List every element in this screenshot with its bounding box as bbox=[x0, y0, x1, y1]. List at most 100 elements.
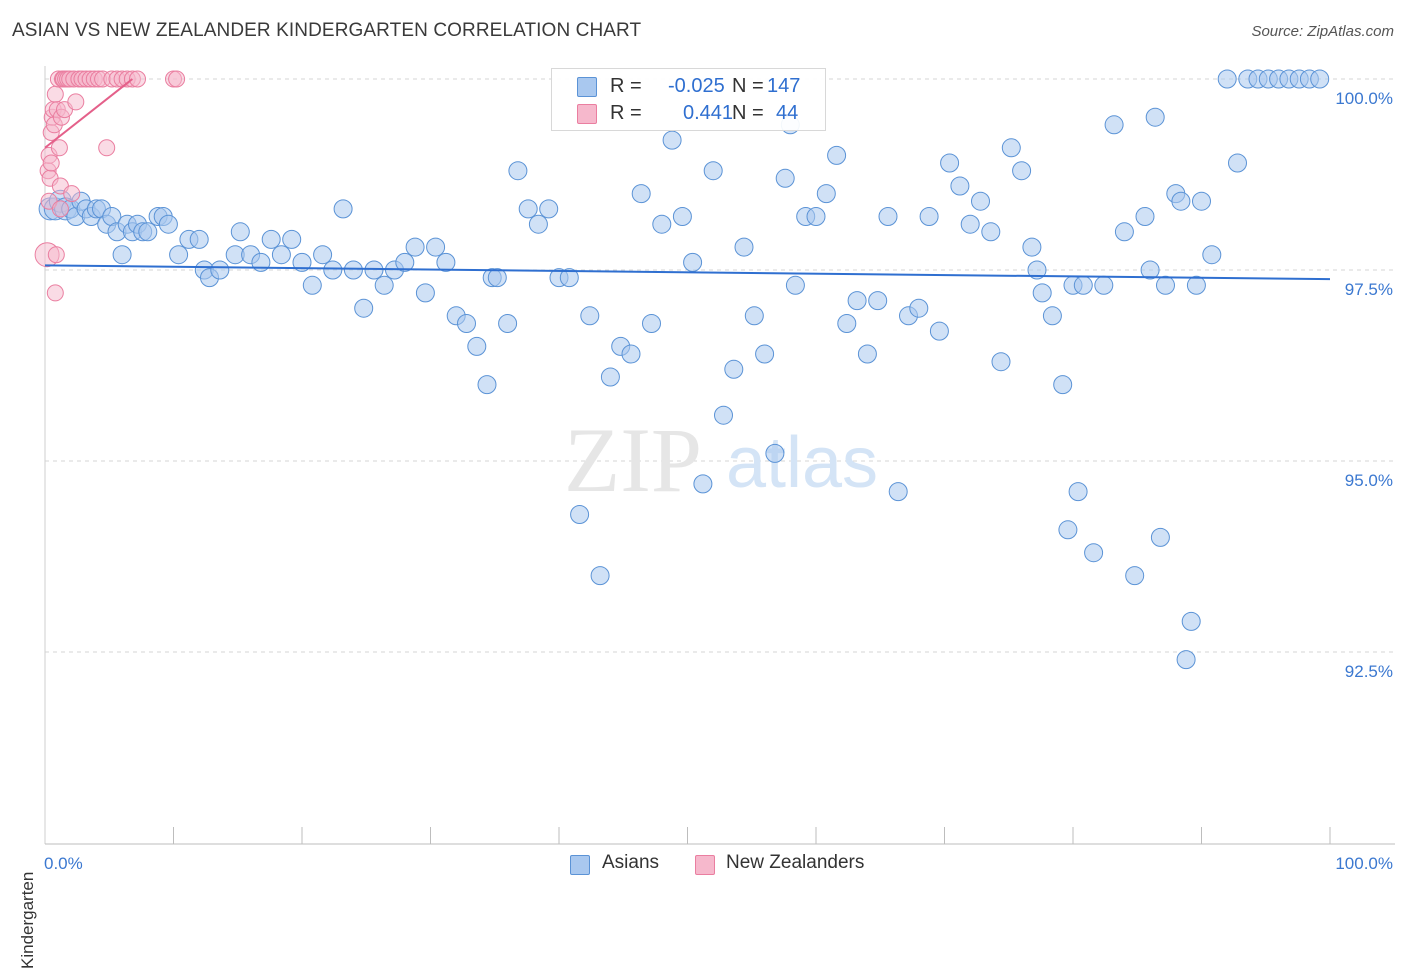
asian-point bbox=[909, 298, 929, 318]
tick-labels: 92.5% 95.0% 97.5% 100.0% 0.0% 100.0% bbox=[44, 89, 1393, 873]
asian-point bbox=[1012, 161, 1032, 181]
nz-point bbox=[168, 70, 186, 88]
asian-point bbox=[1084, 543, 1104, 563]
asian-point bbox=[1150, 527, 1170, 547]
asian-point bbox=[1310, 69, 1330, 89]
nz-point bbox=[67, 93, 85, 111]
asian-point bbox=[724, 359, 744, 379]
asian-point bbox=[354, 298, 374, 318]
asian-point bbox=[950, 176, 970, 196]
asian-point bbox=[785, 275, 805, 295]
asian-point bbox=[169, 245, 189, 265]
asian-point bbox=[189, 229, 209, 249]
asian-point bbox=[693, 474, 713, 494]
asian-point bbox=[888, 482, 908, 502]
asian-point bbox=[518, 199, 538, 219]
asian-point bbox=[1053, 375, 1073, 395]
asian-point bbox=[847, 291, 867, 311]
asian-point bbox=[919, 207, 939, 226]
y-tick-label: 100.0% bbox=[1335, 89, 1393, 108]
asian-point bbox=[621, 344, 641, 364]
legend-r-value-asians: -0.025 bbox=[668, 75, 725, 97]
asian-point bbox=[940, 153, 960, 173]
asian-point bbox=[313, 245, 333, 265]
asian-point bbox=[1027, 260, 1047, 280]
asian-point bbox=[878, 207, 898, 226]
asian-point bbox=[683, 252, 703, 272]
bottom-label-asians: Asians bbox=[602, 852, 660, 873]
asian-point bbox=[1192, 191, 1211, 211]
asian-point bbox=[642, 314, 661, 333]
asian-point bbox=[282, 229, 302, 249]
asian-point bbox=[1073, 275, 1093, 295]
legend-r-label: R = bbox=[610, 102, 642, 124]
watermark: ZIP atlas bbox=[564, 409, 878, 511]
asian-point bbox=[1217, 69, 1237, 89]
asian-point bbox=[333, 199, 353, 219]
asian-point bbox=[1104, 115, 1124, 135]
asian-point bbox=[374, 275, 394, 295]
asian-point bbox=[1068, 482, 1088, 502]
asian-point bbox=[714, 405, 733, 425]
bottom-swatch-asians bbox=[570, 855, 590, 875]
asian-point bbox=[138, 222, 158, 242]
nz-trend-line bbox=[44, 78, 133, 149]
asian-point bbox=[158, 214, 178, 234]
asian-point bbox=[991, 352, 1011, 372]
asian-point bbox=[1032, 283, 1052, 303]
asian-point bbox=[457, 314, 476, 333]
asian-point bbox=[775, 168, 795, 188]
asian-point bbox=[1022, 237, 1042, 257]
asian-point bbox=[816, 184, 836, 204]
asian-point bbox=[261, 229, 281, 249]
asian-point bbox=[837, 314, 857, 333]
nz-points bbox=[34, 70, 186, 302]
asian-point bbox=[981, 222, 1001, 242]
x-tick-label: 100.0% bbox=[1335, 854, 1393, 873]
legend-n-value-nz: 44 bbox=[776, 102, 799, 124]
asian-point bbox=[539, 199, 559, 219]
asian-point bbox=[477, 375, 497, 395]
asian-points bbox=[38, 69, 1330, 670]
asian-point bbox=[1114, 222, 1134, 242]
y-tick-label: 95.0% bbox=[1345, 471, 1393, 490]
asian-point bbox=[426, 237, 446, 257]
asian-point bbox=[960, 214, 980, 234]
x-tick-label: 0.0% bbox=[44, 854, 83, 873]
asian-point bbox=[1058, 520, 1078, 540]
legend-r-value-nz: 0.441 bbox=[683, 102, 734, 124]
asian-point bbox=[1171, 191, 1191, 211]
asian-point bbox=[395, 252, 415, 272]
trend-lines bbox=[44, 78, 1331, 281]
asian-point bbox=[1228, 153, 1247, 173]
nz-point bbox=[46, 85, 64, 103]
nz-point bbox=[63, 185, 81, 203]
source-label: Source: ZipAtlas.com bbox=[1251, 23, 1394, 40]
bottom-swatch-nz bbox=[695, 855, 715, 875]
nz-point bbox=[98, 139, 116, 157]
asian-point bbox=[744, 306, 764, 326]
nz-point bbox=[50, 139, 68, 157]
asian-point bbox=[600, 367, 620, 387]
asian-point bbox=[765, 443, 785, 463]
asian-point bbox=[343, 260, 363, 280]
legend-n-label: N = bbox=[732, 75, 764, 97]
asian-point bbox=[827, 145, 847, 165]
asian-point bbox=[672, 207, 692, 226]
bottom-label-nz: New Zealanders bbox=[726, 852, 865, 873]
asian-point bbox=[436, 252, 456, 272]
watermark-atlas: atlas bbox=[726, 423, 878, 503]
asian-point bbox=[1202, 245, 1222, 265]
correlation-legend: R = -0.025 N = 147 R = 0.441 N = 44 bbox=[551, 68, 826, 131]
y-tick-label: 97.5% bbox=[1345, 280, 1393, 299]
nz-point bbox=[47, 246, 65, 264]
asian-point bbox=[271, 245, 291, 265]
asian-point bbox=[652, 214, 672, 234]
asian-point bbox=[1135, 207, 1155, 226]
asian-point bbox=[1156, 275, 1175, 295]
legend-n-value-asians: 147 bbox=[767, 75, 801, 97]
asian-point bbox=[1094, 275, 1114, 295]
y-axis-label: Kindergarten bbox=[18, 871, 37, 969]
asian-point bbox=[734, 237, 754, 257]
asian-point bbox=[302, 275, 322, 295]
